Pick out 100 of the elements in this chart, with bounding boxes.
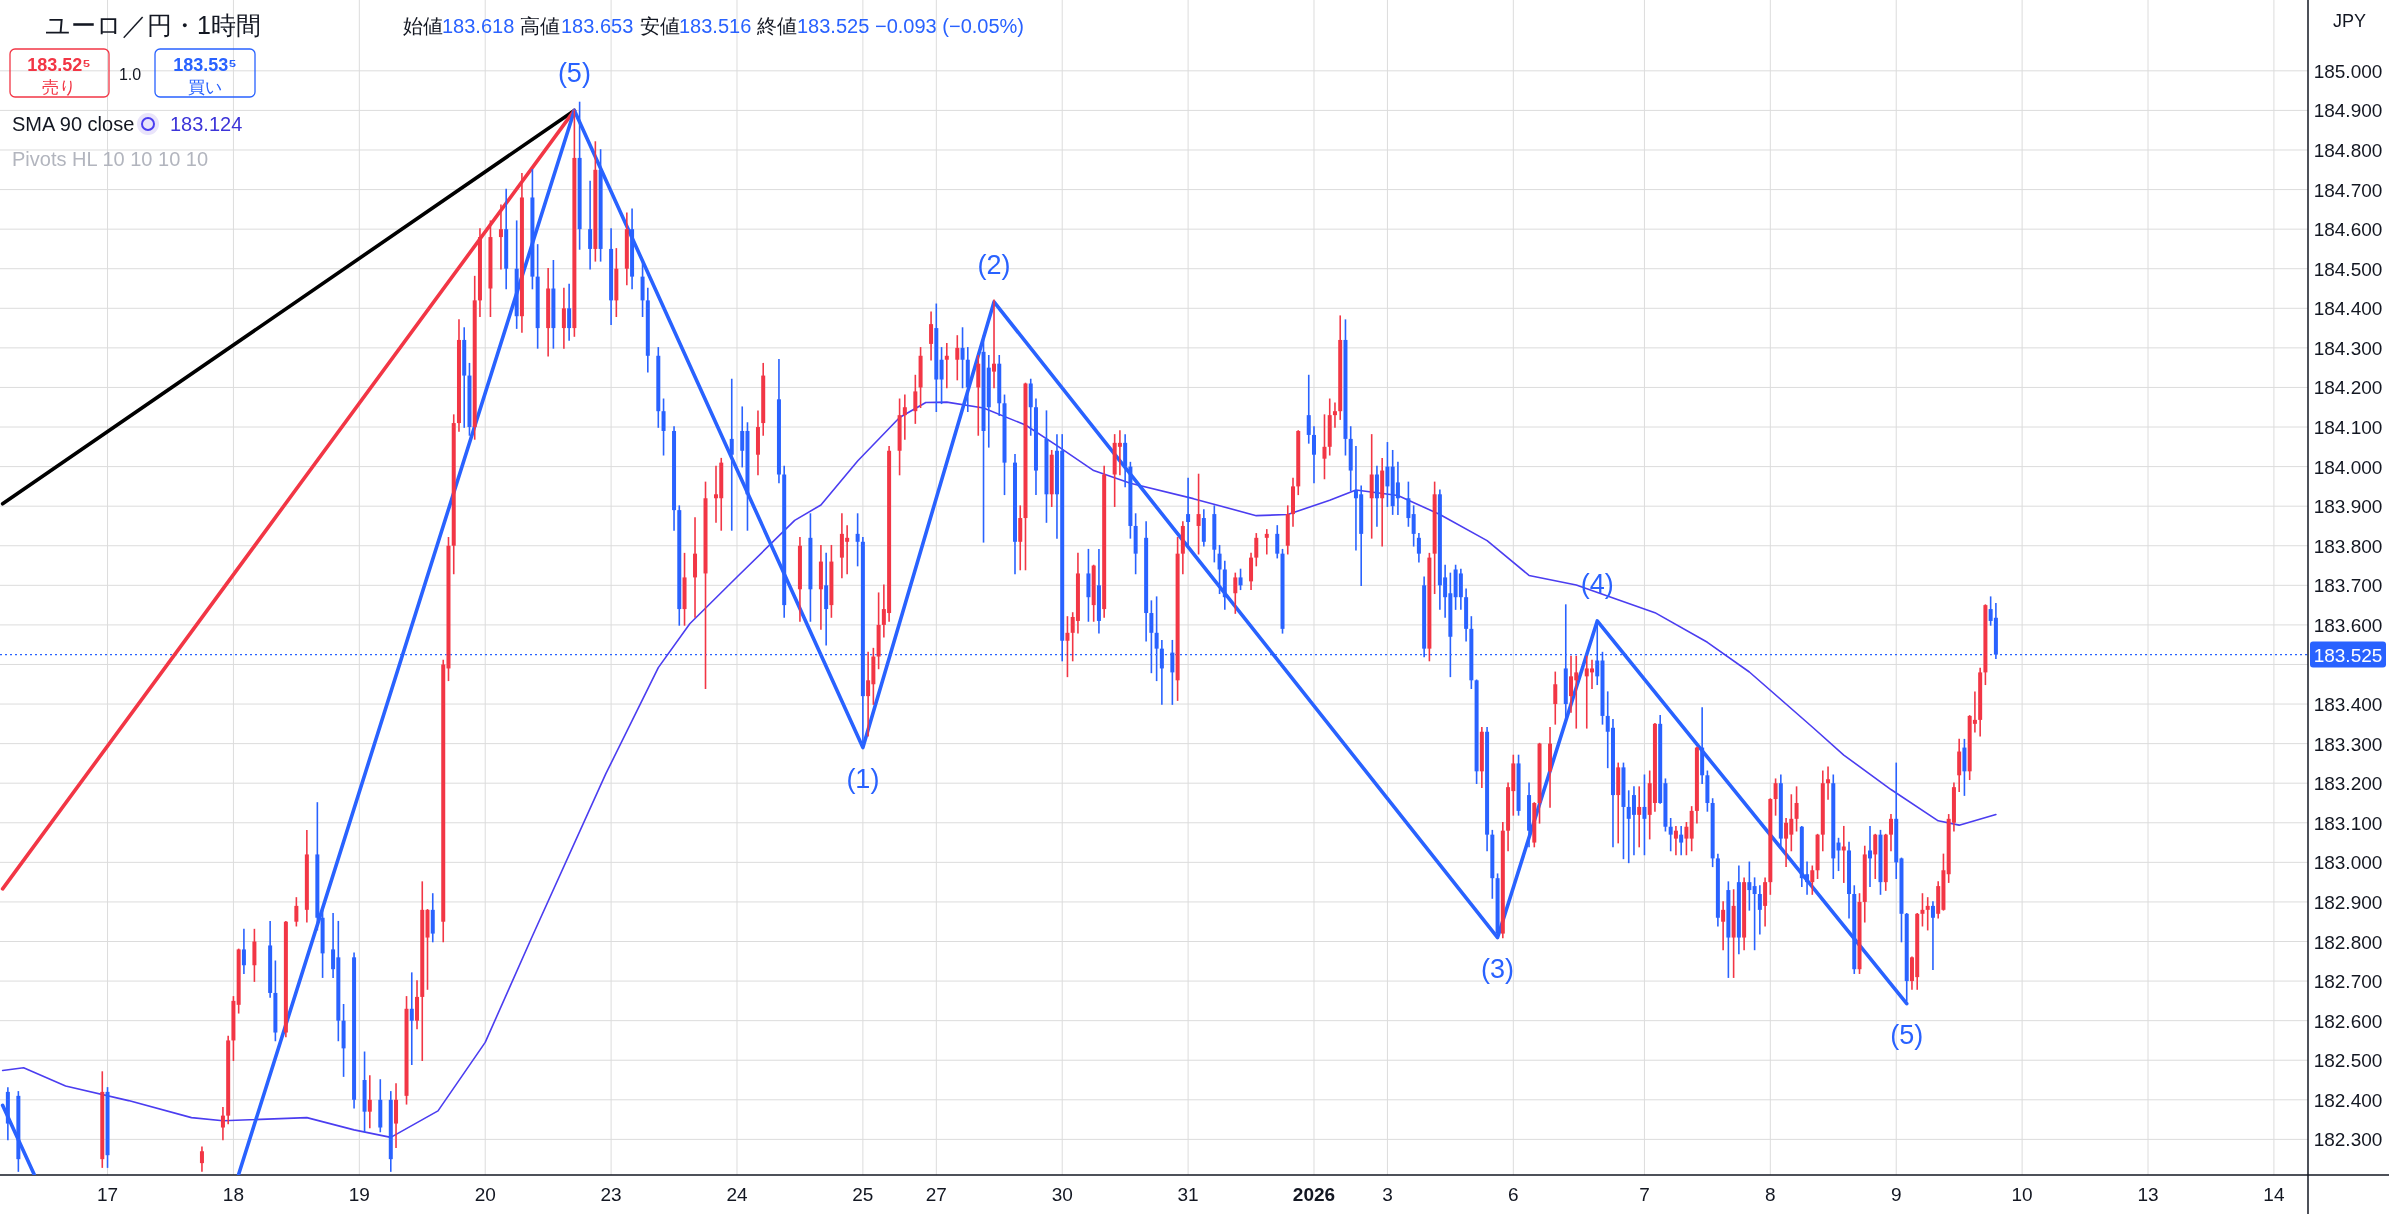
candlestick xyxy=(960,327,965,389)
candlestick xyxy=(1868,825,1872,887)
x-tick: 3 xyxy=(1382,1184,1393,1205)
candlestick xyxy=(241,928,246,974)
candlestick xyxy=(1028,378,1033,436)
candlestick xyxy=(1416,533,1421,563)
x-tick: 24 xyxy=(726,1184,748,1205)
x-tick: 27 xyxy=(925,1184,947,1205)
wave-label: (2) xyxy=(977,249,1011,280)
x-tick: 25 xyxy=(852,1184,874,1205)
y-tick: 182.900 xyxy=(2313,891,2383,913)
candlestick xyxy=(1920,893,1925,927)
note: 183.516 xyxy=(679,15,752,37)
candlestick xyxy=(1773,778,1778,816)
x-tick: 17 xyxy=(96,1184,119,1205)
y-tick: 184.600 xyxy=(2313,219,2383,241)
candlestick xyxy=(1752,877,1757,951)
note: 始値 xyxy=(403,15,443,37)
note: 183.525 xyxy=(797,15,870,37)
candlestick xyxy=(1369,434,1374,539)
candlestick xyxy=(661,398,666,456)
candlestick xyxy=(1186,477,1191,547)
legend-label: SMA 90 close xyxy=(12,113,135,135)
candlestick xyxy=(498,204,503,270)
y-tick: 182.400 xyxy=(2313,1089,2383,1111)
y-tick: 184.900 xyxy=(2313,100,2383,122)
candlestick xyxy=(992,299,997,389)
candlestick xyxy=(902,394,907,440)
candlestick xyxy=(1374,465,1379,527)
candlestick xyxy=(1637,786,1642,848)
note: JPY xyxy=(2333,11,2366,31)
candlestick xyxy=(729,378,734,531)
x-tick: 19 xyxy=(348,1184,370,1205)
y-tick: 183.600 xyxy=(2313,614,2383,636)
note: 高値 xyxy=(520,15,560,37)
candlestick xyxy=(1757,885,1762,935)
candlestick xyxy=(1201,509,1206,547)
wave-label: (5) xyxy=(557,58,591,89)
y-tick: 184.400 xyxy=(2313,298,2383,320)
candlestick xyxy=(1569,655,1574,713)
y-tick: 182.300 xyxy=(2313,1129,2383,1151)
candlestick xyxy=(640,260,645,318)
candlestick xyxy=(1411,505,1416,547)
candlestick xyxy=(1747,861,1752,911)
x-tick: 8 xyxy=(1765,1184,1776,1205)
candlestick xyxy=(1018,505,1023,571)
y-tick: 183.400 xyxy=(2313,694,2383,716)
candlestick xyxy=(367,1075,372,1129)
candlestick xyxy=(913,374,918,424)
candlestick xyxy=(1086,548,1091,622)
y-tick: 183.000 xyxy=(2313,852,2383,874)
candlestick xyxy=(561,287,566,349)
candlestick xyxy=(1679,825,1684,856)
candlestick xyxy=(1810,865,1815,895)
note: 1.0 xyxy=(118,66,142,83)
candlestick xyxy=(220,1106,225,1141)
candlestick xyxy=(855,513,860,567)
candlestick xyxy=(1264,529,1269,555)
note: 183.653 xyxy=(561,15,634,37)
candlestick xyxy=(1957,738,1962,792)
x-tick: 7 xyxy=(1639,1184,1650,1205)
title: ユーロ／円・1時間 xyxy=(45,11,261,39)
x-tick: 18 xyxy=(222,1184,244,1205)
candlestick xyxy=(1322,414,1327,480)
candlestick xyxy=(1784,818,1789,868)
y-tick: 183.300 xyxy=(2313,733,2383,755)
y-tick: 183.700 xyxy=(2313,575,2383,597)
x-tick: 14 xyxy=(2263,1184,2285,1205)
candlestick xyxy=(294,897,299,927)
candlestick xyxy=(1721,901,1726,951)
note: 売り xyxy=(42,78,76,97)
y-tick: 182.700 xyxy=(2313,971,2383,993)
candlestick xyxy=(1458,568,1463,610)
candlestick xyxy=(1930,901,1935,971)
note: 買い xyxy=(188,78,222,97)
candlestick xyxy=(415,980,420,1030)
candlestick xyxy=(1311,426,1316,484)
candlestick xyxy=(1275,525,1280,559)
candlestick xyxy=(430,893,435,943)
candlestick xyxy=(1406,481,1411,527)
candlestick xyxy=(1925,897,1930,931)
y-tick: 184.000 xyxy=(2313,456,2383,478)
candlestick xyxy=(1826,766,1831,800)
y-tick: 182.600 xyxy=(2313,1010,2383,1032)
candlestick xyxy=(199,1146,204,1172)
wave-label: (5) xyxy=(1890,1019,1924,1050)
y-tick: 183.900 xyxy=(2313,496,2383,518)
note: 終値 xyxy=(757,15,797,37)
y-tick: 183.800 xyxy=(2313,535,2383,557)
x-tick: 10 xyxy=(2011,1184,2033,1205)
y-tick: 184.100 xyxy=(2313,417,2383,438)
x-tick: 31 xyxy=(1177,1184,1199,1205)
y-tick: 182.500 xyxy=(2313,1050,2383,1072)
candlestick xyxy=(1794,786,1799,832)
y-tick: 184.800 xyxy=(2313,140,2383,161)
candlestick xyxy=(1763,877,1768,927)
x-tick: 13 xyxy=(2137,1184,2159,1205)
candlestick xyxy=(1254,533,1259,567)
y-tick: 184.700 xyxy=(2313,179,2383,201)
candlestick xyxy=(1888,814,1893,852)
